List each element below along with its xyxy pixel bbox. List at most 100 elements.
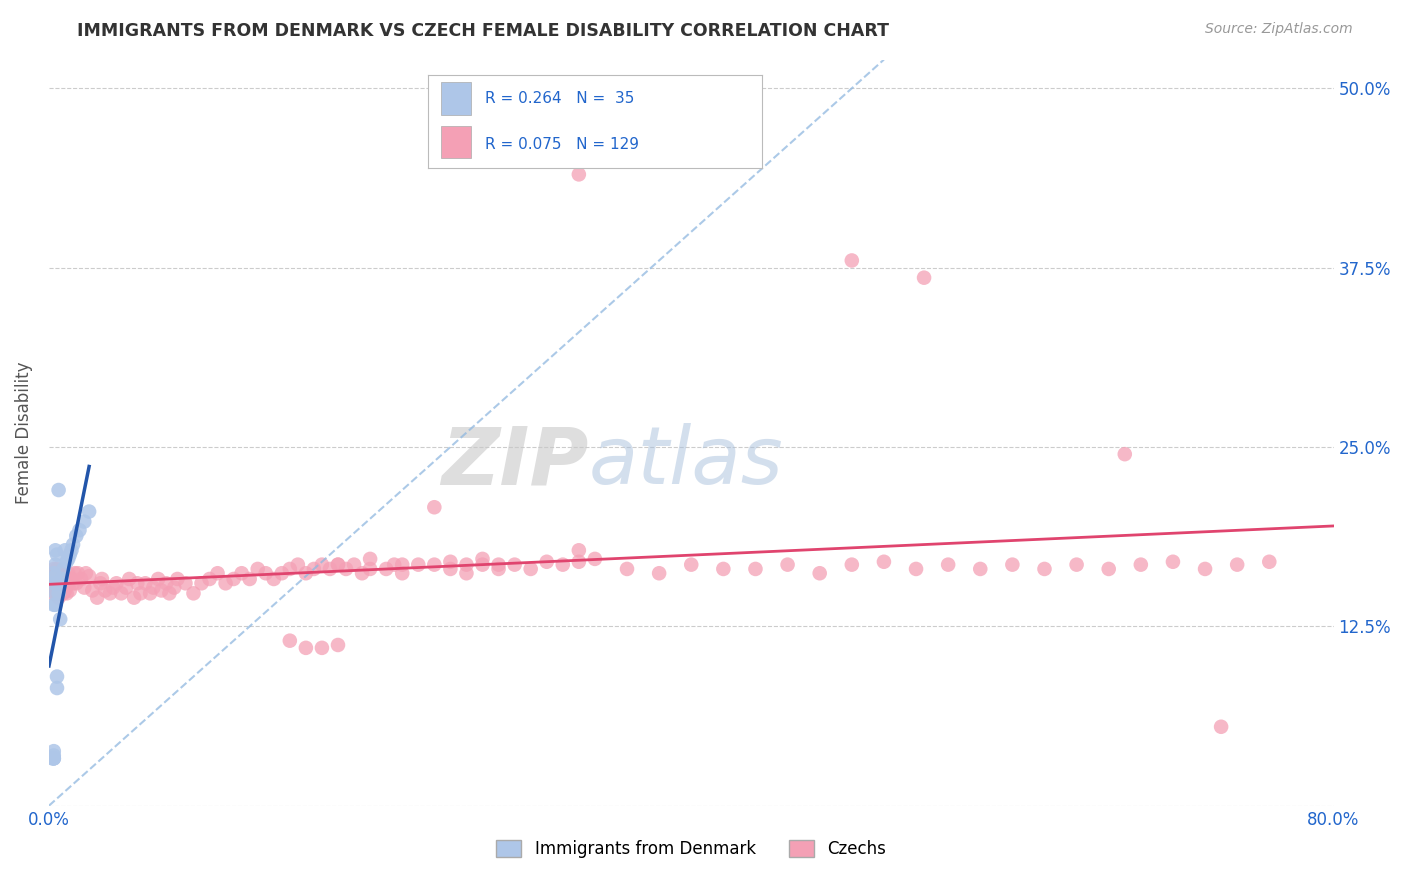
Point (48, 483, 70, 497)
Point (568, 555, 591, 569)
Point (744, 562, 766, 576)
Point (183, 586, 205, 600)
Point (583, 552, 606, 566)
Point (295, 566, 318, 581)
Point (65, 529, 87, 543)
Point (439, 562, 461, 576)
Point (82, 583, 104, 598)
Point (55, 586, 77, 600)
Point (110, 586, 132, 600)
Point (52, 586, 75, 600)
Point (382, 558, 405, 572)
Point (1211, 720, 1233, 734)
Point (302, 562, 325, 576)
Point (326, 558, 349, 572)
Point (190, 576, 212, 591)
Point (46, 572, 69, 586)
Point (311, 640, 333, 655)
Point (49, 566, 72, 581)
Point (58, 552, 80, 566)
Point (263, 572, 285, 586)
Point (1194, 562, 1216, 576)
Point (142, 581, 165, 595)
Point (488, 562, 510, 576)
Point (969, 562, 991, 576)
Point (77, 569, 100, 583)
Point (278, 562, 301, 576)
Point (42, 569, 65, 583)
Point (42, 562, 65, 576)
Point (42, 576, 65, 591)
Point (343, 558, 366, 572)
Point (44, 586, 66, 600)
Point (503, 558, 526, 572)
Point (53, 572, 76, 586)
Point (198, 572, 221, 586)
Text: atlas: atlas (589, 424, 783, 501)
Point (335, 562, 357, 576)
Point (1098, 562, 1121, 576)
Point (295, 640, 318, 655)
Point (44, 558, 66, 572)
Point (471, 552, 494, 566)
Point (278, 633, 301, 648)
Point (115, 581, 138, 595)
Point (51, 572, 73, 586)
Point (359, 552, 381, 566)
Point (48, 576, 70, 591)
Point (841, 558, 863, 572)
Point (70, 572, 93, 586)
Point (163, 581, 186, 595)
Point (157, 586, 180, 600)
Point (60, 572, 83, 586)
Point (58, 566, 80, 581)
Point (66, 566, 89, 581)
Point (912, 270, 935, 285)
Point (65, 576, 87, 591)
Point (63, 566, 86, 581)
Point (49, 612, 72, 626)
Point (49, 576, 72, 591)
Point (456, 566, 478, 581)
Point (808, 566, 831, 581)
Point (311, 558, 333, 572)
Point (150, 583, 173, 598)
Point (42, 744, 65, 758)
Point (129, 586, 152, 600)
Point (46, 576, 69, 591)
Point (44, 543, 66, 558)
Point (127, 576, 149, 591)
Point (91, 572, 114, 586)
Point (42, 751, 65, 765)
Point (287, 558, 309, 572)
Text: Source: ZipAtlas.com: Source: ZipAtlas.com (1205, 22, 1353, 37)
Point (58, 576, 80, 591)
Point (711, 562, 734, 576)
Point (406, 558, 429, 572)
Point (42, 598, 65, 612)
Point (42, 576, 65, 591)
Point (44, 598, 66, 612)
Point (423, 558, 446, 572)
Point (41, 751, 63, 765)
Point (155, 576, 177, 591)
Point (471, 558, 494, 572)
Point (55, 555, 77, 569)
Point (1226, 558, 1249, 572)
Point (41, 586, 63, 600)
Point (42, 751, 65, 765)
Point (776, 558, 799, 572)
Point (48, 586, 70, 600)
Point (568, 167, 591, 181)
Point (98, 586, 121, 600)
Point (519, 562, 541, 576)
Point (51, 586, 73, 600)
Point (62, 537, 84, 551)
Point (1258, 555, 1281, 569)
Point (551, 558, 574, 572)
Point (118, 572, 141, 586)
Point (326, 558, 349, 572)
Point (44, 569, 66, 583)
Point (52, 562, 75, 576)
Point (44, 586, 66, 600)
